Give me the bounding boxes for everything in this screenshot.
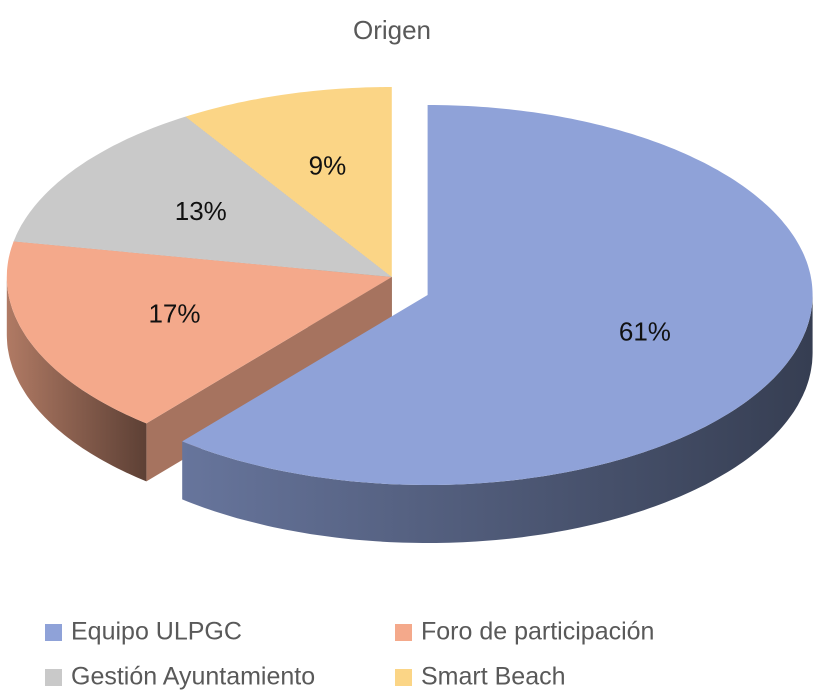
labels: 61% 17% 13% 9%: [148, 150, 670, 346]
legend-swatch: [395, 624, 412, 641]
value-label: 13%: [175, 196, 227, 226]
legend-label: Equipo ULPGC: [71, 618, 242, 646]
value-label: 9%: [309, 150, 347, 180]
tops: [6, 87, 813, 485]
slice-side: [6, 277, 147, 482]
chart-title: Origen: [353, 15, 431, 45]
legend-swatch: [45, 669, 62, 686]
legend: Equipo ULPGC Foro de participación Gestión…: [45, 618, 654, 691]
slice: [6, 241, 392, 424]
slice-side: [182, 295, 813, 543]
slice: [185, 87, 392, 277]
value-label: 17%: [148, 298, 200, 328]
legend-label: Smart Beach: [421, 663, 566, 691]
legend-label: Gestión Ayuntamiento: [71, 663, 315, 691]
legend-swatch: [395, 669, 412, 686]
slice: [182, 105, 813, 485]
legend-swatch: [45, 624, 62, 641]
legend-label: Foro de participación: [421, 618, 654, 646]
slice: [13, 116, 392, 277]
value-label: 61%: [619, 316, 671, 346]
